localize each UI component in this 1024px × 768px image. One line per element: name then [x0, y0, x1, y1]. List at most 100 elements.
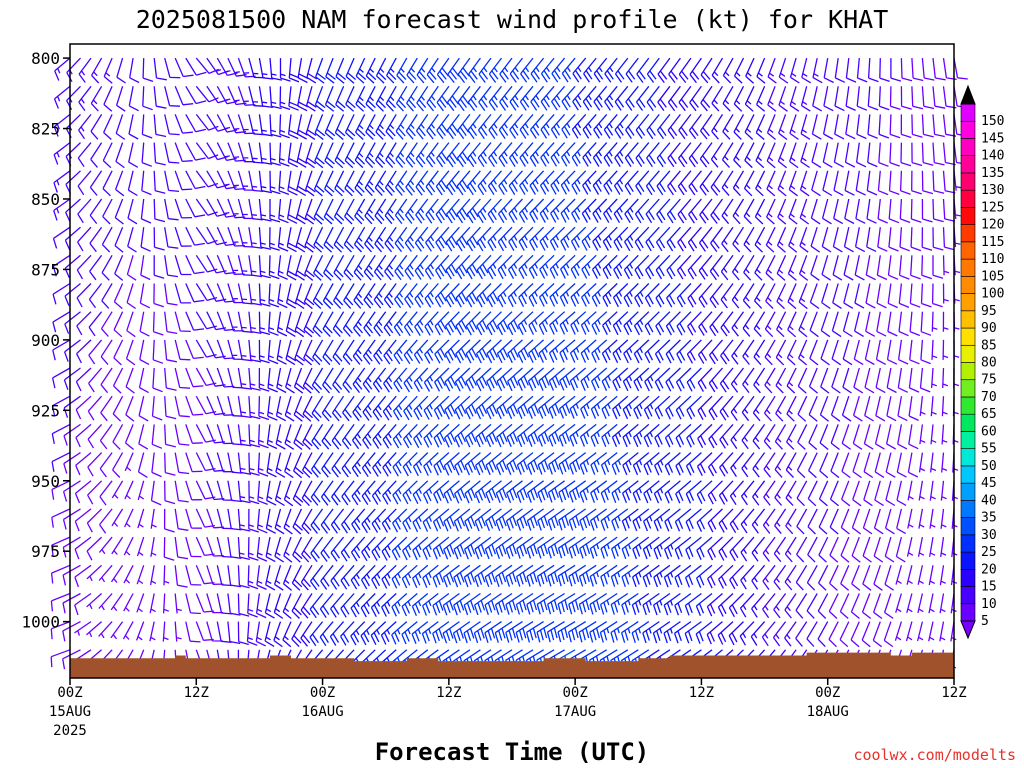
wind-barb — [285, 283, 297, 309]
wind-barb — [852, 480, 862, 507]
wind-barb — [464, 452, 481, 476]
wind-barb — [744, 142, 755, 169]
wind-barb — [663, 564, 681, 588]
wind-barb — [909, 283, 921, 308]
wind-barb — [558, 395, 576, 419]
wind-barb — [929, 480, 936, 501]
wind-barb — [579, 423, 597, 447]
wind-barb — [497, 254, 513, 280]
wind-barb — [414, 311, 429, 336]
wind-barb — [751, 536, 766, 562]
x-tick-time: 00Z — [57, 685, 82, 701]
wind-barb — [874, 480, 884, 507]
wind-barb — [708, 395, 723, 421]
wind-barb — [435, 226, 450, 252]
wind-barb — [343, 254, 355, 281]
wind-barb — [603, 170, 618, 195]
wind-barb — [750, 621, 766, 646]
wind-barb — [582, 142, 597, 167]
wind-barb — [875, 396, 886, 422]
wind-barb — [828, 593, 839, 619]
wind-barb — [74, 592, 92, 616]
wind-barb — [897, 424, 908, 450]
wind-barb — [496, 423, 513, 448]
wind-barb — [466, 254, 481, 280]
wind-barb — [227, 452, 243, 474]
wind-barb — [867, 58, 879, 83]
wind-barb — [257, 480, 268, 506]
wind-barb — [539, 198, 555, 223]
wind-barb — [304, 226, 316, 253]
wind-barb — [351, 424, 366, 450]
wind-barb — [404, 254, 418, 280]
wind-barb — [776, 283, 787, 310]
wind-barb — [798, 283, 808, 310]
wind-barb — [258, 170, 273, 194]
wind-barb — [185, 424, 203, 444]
wind-barb — [53, 85, 71, 109]
wind-barb — [350, 621, 366, 646]
wind-barb — [100, 339, 113, 366]
wind-barb — [808, 452, 818, 479]
wind-barb — [580, 367, 597, 391]
wind-barb — [928, 536, 936, 557]
wind-barb — [755, 114, 766, 140]
wind-barb — [258, 339, 270, 364]
wind-barb — [560, 254, 576, 279]
wind-barb — [883, 593, 894, 619]
wind-barb — [473, 592, 492, 616]
wind-barb — [66, 85, 81, 111]
wind-barb — [444, 367, 460, 392]
wind-barb — [90, 85, 103, 112]
wind-barb — [687, 283, 702, 308]
wind-barb — [185, 226, 205, 246]
wind-barb — [519, 113, 534, 139]
wind-barb — [862, 565, 872, 591]
wind-barb — [896, 452, 907, 478]
wind-barb — [720, 339, 734, 365]
wind-barb — [373, 283, 387, 309]
wind-barb — [547, 564, 565, 587]
wind-barb — [623, 254, 639, 280]
wind-barb — [445, 254, 460, 280]
wind-barb — [518, 254, 534, 280]
wind-barb — [309, 593, 324, 619]
wind-barb — [269, 170, 281, 195]
wind-barb — [374, 170, 387, 197]
wind-barb — [942, 198, 956, 222]
wind-barb — [463, 536, 481, 560]
wind-barb — [721, 170, 734, 197]
wind-barb — [313, 170, 325, 197]
wind-barb — [475, 367, 492, 392]
wind-barb — [265, 565, 276, 591]
wind-barb — [906, 593, 913, 613]
wind-barb — [910, 255, 921, 280]
wind-barb — [519, 170, 534, 195]
credit-text[interactable]: coolwx.com/modelts — [853, 746, 1016, 764]
wind-barb — [268, 283, 280, 308]
wind-barb — [578, 564, 597, 587]
wind-barb — [526, 536, 544, 559]
wind-barb — [321, 452, 334, 478]
wind-barb — [548, 395, 566, 419]
wind-barb — [302, 424, 313, 450]
colorbar-swatch — [960, 189, 976, 208]
wind-barb — [591, 311, 608, 335]
wind-barb — [352, 367, 366, 393]
wind-barb — [654, 367, 671, 392]
wind-barb — [248, 86, 265, 107]
wind-barb — [393, 367, 408, 393]
wind-barb — [614, 113, 629, 139]
wind-barb — [269, 199, 281, 223]
wind-barb — [128, 114, 139, 140]
wind-barb — [517, 339, 534, 363]
wind-barb — [303, 311, 315, 338]
wind-barb — [579, 480, 597, 503]
wind-barb — [751, 508, 766, 534]
wind-barb — [372, 452, 387, 477]
wind-barb — [285, 311, 297, 337]
wind-barb — [506, 480, 523, 504]
wind-barb — [568, 564, 587, 587]
wind-barb — [341, 452, 355, 478]
wind-barb — [548, 423, 566, 447]
